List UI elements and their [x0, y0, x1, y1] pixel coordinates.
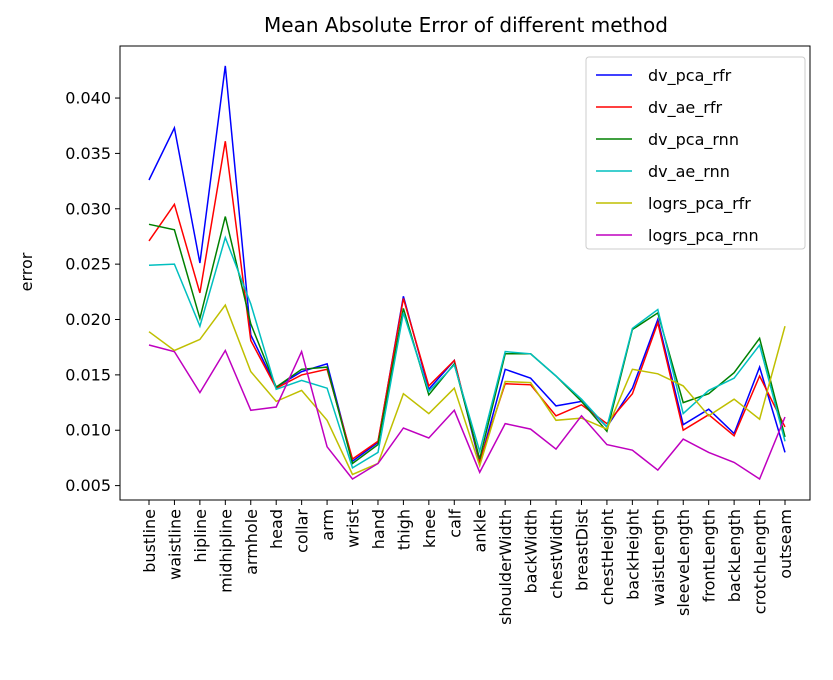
series-line-logrs_pca_rnn: [148, 344, 786, 481]
series-line-dv_pca_rnn: [148, 216, 786, 465]
x-tick-label: head: [267, 509, 286, 549]
x-tick-label: thigh: [394, 509, 413, 550]
series-layer: [148, 65, 786, 481]
legend-label-logrs_pca_rfr: logrs_pca_rfr: [648, 194, 751, 214]
x-tick-label: waistLength: [649, 509, 668, 606]
legend-label-dv_pca_rnn: dv_pca_rnn: [648, 130, 739, 150]
x-tick-label: arm: [318, 509, 337, 541]
x-tick-label: bustline: [140, 509, 159, 573]
x-tick-label: chestWidth: [547, 509, 566, 599]
x-tick-label: backHeight: [623, 509, 642, 600]
x-tick-label: wrist: [344, 509, 363, 548]
y-tick-label: 0.015: [65, 365, 111, 384]
y-tick-label: 0.005: [65, 476, 111, 495]
series-line-dv_ae_rnn: [148, 235, 786, 470]
x-tick-label: calf: [445, 509, 464, 538]
legend-label-logrs_pca_rnn: logrs_pca_rnn: [648, 226, 759, 246]
legend: dv_pca_rfr dv_ae_rfr dv_pca_rnn dv_ae_rnnlo…: [585, 56, 806, 250]
x-tick-label: backWidth: [522, 509, 541, 594]
x-tick-label: frontLength: [700, 509, 719, 602]
x-tick-label: ankle: [471, 509, 490, 553]
y-tick-label: 0.010: [65, 421, 111, 440]
x-tick-label: waistline: [165, 509, 184, 580]
y-tick-label: 0.030: [65, 199, 111, 218]
y-tick-label: 0.035: [65, 144, 111, 163]
x-tick-label: knee: [420, 509, 439, 548]
legend-label-dv_pca_rfr: dv_pca_rfr: [648, 66, 732, 86]
y-axis-label: error: [17, 252, 36, 291]
chart-title: Mean Absolute Error of different method: [264, 13, 668, 37]
x-tick-label: backLength: [725, 509, 744, 602]
legend-frame: [585, 56, 806, 250]
series-line-logrs_pca_rfr: [148, 303, 786, 476]
legend-label-dv_ae_rnn: dv_ae_rnn: [648, 162, 730, 182]
y-tick-label: 0.025: [65, 255, 111, 274]
x-tick-label: hand: [369, 509, 388, 549]
axes: 0.005 0.010 0.015 0.020 0.025 0.030 0.035 0.040…: [65, 45, 811, 625]
plot-frame: [119, 45, 811, 501]
x-tick-label: crotchLength: [751, 509, 770, 614]
x-tick-label: armhole: [242, 509, 261, 575]
x-tick-label: sleeveLength: [674, 509, 693, 616]
legend-label-dv_ae_rfr: dv_ae_rfr: [648, 98, 722, 118]
x-tick-label: outseam: [776, 509, 795, 579]
x-tick-label: breastDist: [572, 509, 591, 591]
x-tick-label: hipline: [191, 509, 210, 563]
x-tick-label: chestHeight: [598, 509, 617, 605]
x-tick-label: collar: [293, 509, 312, 553]
x-tick-label: shoulderWidth: [496, 509, 515, 625]
y-tick-label: 0.020: [65, 310, 111, 329]
x-tick-label: midhipline: [216, 509, 235, 593]
y-tick-label: 0.040: [65, 89, 111, 108]
